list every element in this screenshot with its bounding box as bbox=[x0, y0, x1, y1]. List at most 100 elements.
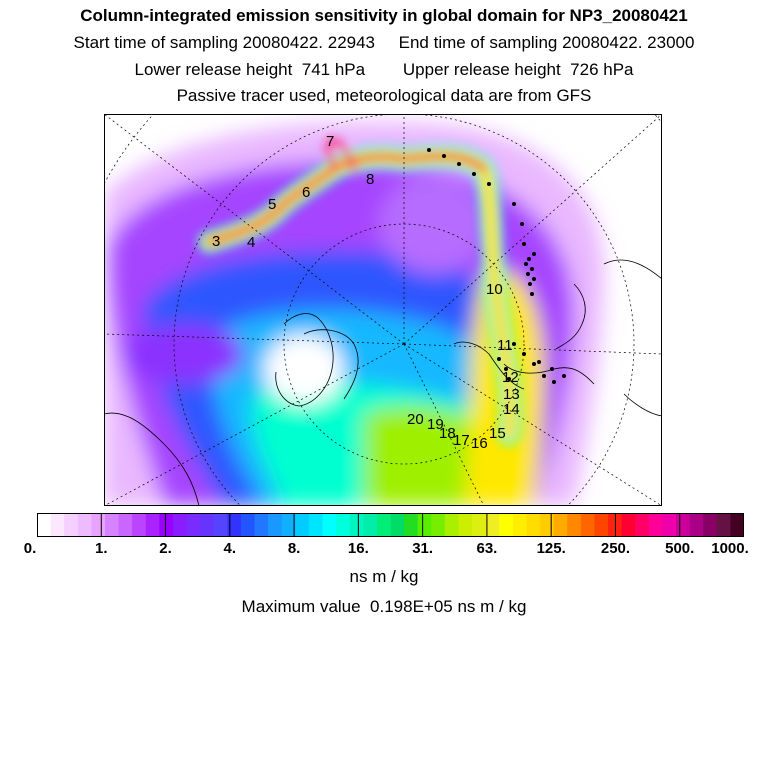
track-label: 13 bbox=[503, 386, 520, 403]
colorbar-segment bbox=[485, 513, 500, 537]
track-label: 14 bbox=[503, 401, 520, 418]
colorbar-segment bbox=[145, 513, 160, 537]
colorbar-segment bbox=[322, 513, 337, 537]
track-label: 12 bbox=[502, 369, 519, 386]
colorbar-segment bbox=[404, 513, 419, 537]
track-dot bbox=[542, 374, 546, 378]
colorbar-segment bbox=[648, 513, 664, 537]
track-label: 18 bbox=[439, 425, 456, 442]
colorbar-tick-label: 63. bbox=[476, 540, 498, 557]
track-dot bbox=[487, 182, 491, 186]
release-height-line: Lower release height 741 hPa Upper relea… bbox=[134, 60, 634, 79]
colorbar-segment bbox=[676, 513, 691, 537]
track-dot bbox=[530, 267, 534, 271]
track-dot bbox=[526, 272, 530, 276]
colorbar-segment bbox=[580, 513, 596, 537]
colorbar-segment bbox=[240, 513, 256, 537]
sampling-time-line: Start time of sampling 20080422. 22943 E… bbox=[73, 33, 695, 52]
track-label: 4 bbox=[247, 234, 255, 251]
colorbar-segment bbox=[186, 513, 201, 537]
colorbar-unit: ns m / kg bbox=[349, 567, 419, 586]
colorbar-segment bbox=[567, 513, 582, 537]
track-dot bbox=[532, 252, 536, 256]
colorbar-segment bbox=[594, 513, 609, 537]
colorbar-segment bbox=[118, 513, 133, 537]
colorbar-segment bbox=[458, 513, 473, 537]
colorbar-segment bbox=[444, 513, 460, 537]
track-label: 6 bbox=[302, 184, 310, 201]
track-dot bbox=[504, 367, 508, 371]
coastlines bbox=[104, 259, 662, 506]
colorbar-segment bbox=[37, 513, 52, 537]
maximum-value-text: Maximum value 0.198E+05 ns m / kg bbox=[241, 597, 527, 616]
colorbar-segment bbox=[689, 513, 704, 537]
track-dot bbox=[457, 162, 461, 166]
track-label: 8 bbox=[366, 171, 374, 188]
track-label: 17 bbox=[453, 432, 470, 449]
high-sensitivity-plume bbox=[198, 138, 522, 445]
colorbar-tick-label: 500. bbox=[665, 540, 695, 557]
track-dot bbox=[524, 262, 528, 266]
track-dot bbox=[528, 282, 532, 286]
sensitivity-field bbox=[104, 121, 604, 506]
colorbar-segment bbox=[200, 513, 215, 537]
colorbar bbox=[37, 513, 744, 537]
track-dot bbox=[537, 360, 541, 364]
track-dot bbox=[512, 342, 516, 346]
colorbar-segment bbox=[104, 513, 120, 537]
track-dot bbox=[520, 222, 524, 226]
track-dot bbox=[527, 257, 531, 261]
track-label: 3 bbox=[212, 233, 220, 250]
track-dot bbox=[532, 277, 536, 281]
colorbar-segment bbox=[716, 513, 732, 537]
colorbar-segment bbox=[431, 513, 446, 537]
colorbar-segment bbox=[281, 513, 296, 537]
colorbar-segment bbox=[472, 513, 487, 537]
colorbar-segment bbox=[730, 513, 744, 537]
track-dot bbox=[530, 292, 534, 296]
colorbar-tick-label: 1. bbox=[95, 540, 108, 557]
colorbar-segment bbox=[308, 513, 324, 537]
colorbar-tick-label: 1000. bbox=[711, 540, 749, 557]
colorbar-segment bbox=[336, 513, 351, 537]
track-dot bbox=[442, 154, 446, 158]
track-dot bbox=[532, 362, 536, 366]
plot-title: Column-integrated emission sensitivity i… bbox=[80, 6, 688, 25]
track-label: 7 bbox=[326, 133, 334, 150]
colorbar-segment bbox=[553, 513, 568, 537]
track-dot bbox=[522, 242, 526, 246]
colorbar-segment bbox=[132, 513, 147, 537]
colorbar-segment bbox=[363, 513, 378, 537]
track-dot bbox=[472, 172, 476, 176]
graticule bbox=[104, 114, 662, 506]
track-dot bbox=[512, 202, 516, 206]
track-dot bbox=[550, 367, 554, 371]
colorbar-segment bbox=[50, 513, 65, 537]
colorbar-segment bbox=[512, 513, 528, 537]
track-dot bbox=[552, 380, 556, 384]
colorbar-segment bbox=[64, 513, 79, 537]
colorbar-segment bbox=[635, 513, 650, 537]
track-label: 16 bbox=[471, 435, 488, 452]
colorbar-segment bbox=[91, 513, 106, 537]
flight-track-dots bbox=[427, 148, 566, 384]
colorbar-tick-label: 16. bbox=[347, 540, 369, 557]
track-dot bbox=[562, 374, 566, 378]
colorbar-segment bbox=[390, 513, 405, 537]
colorbar-tick-label: 0. bbox=[23, 540, 37, 557]
colorbar-segment bbox=[268, 513, 283, 537]
colorbar-tick-label: 31. bbox=[412, 540, 434, 557]
colorbar-segment bbox=[526, 513, 541, 537]
colorbar-segment bbox=[621, 513, 636, 537]
colorbar-segment bbox=[417, 513, 432, 537]
track-label: 11 bbox=[497, 337, 513, 354]
colorbar-tick-label: 2. bbox=[159, 540, 172, 557]
track-label: 10 bbox=[486, 281, 503, 298]
colorbar-frame bbox=[37, 513, 744, 537]
track-label: 15 bbox=[489, 425, 506, 442]
colorbar-segment bbox=[540, 513, 555, 537]
colorbar-segment bbox=[376, 513, 392, 537]
colorbar-segment bbox=[349, 513, 364, 537]
map-frame bbox=[104, 114, 662, 506]
